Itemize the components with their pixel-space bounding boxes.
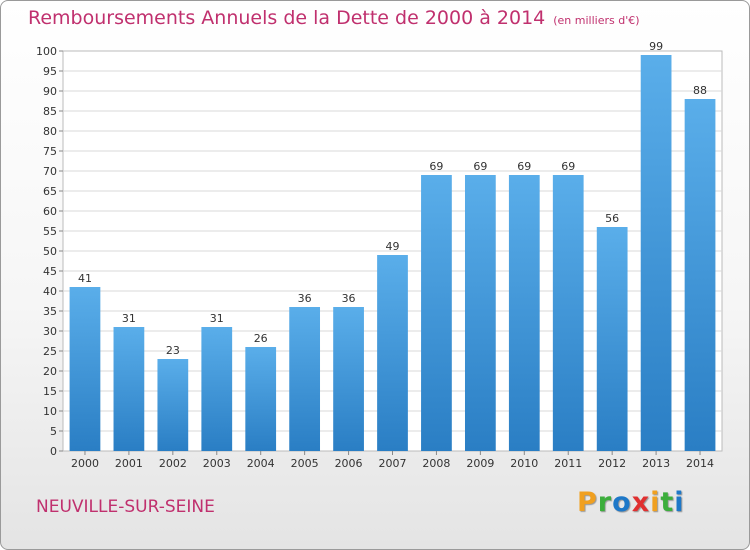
bar — [464, 175, 496, 451]
logo-letter: i — [650, 487, 661, 518]
y-tick-label: 25 — [43, 345, 57, 358]
bars — [69, 55, 716, 451]
data-label: 69 — [517, 160, 531, 173]
y-tick-label: 0 — [50, 445, 57, 458]
bar — [552, 175, 584, 451]
unit-label: (en milliers d'€) — [553, 14, 640, 27]
x-tick-label: 2006 — [335, 457, 363, 470]
y-tick-label: 85 — [43, 105, 57, 118]
data-labels: 41 31 23 31 26 36 36 49 69 69 69 69 56 99 88 — [78, 40, 707, 357]
y-tick-label: 30 — [43, 325, 57, 338]
logo-letter: P — [577, 487, 598, 518]
y-tick-label: 40 — [43, 285, 57, 298]
x-tick-label: 2010 — [510, 457, 538, 470]
x-tick-label: 2002 — [159, 457, 187, 470]
x-tick-label: 2007 — [379, 457, 407, 470]
data-label: 36 — [298, 292, 312, 305]
y-tick-label: 50 — [43, 245, 57, 258]
data-label: 49 — [386, 240, 400, 253]
bar — [421, 175, 452, 451]
data-label: 88 — [693, 84, 707, 97]
bar — [157, 359, 189, 451]
y-tick-label: 35 — [43, 305, 57, 318]
x-tick-label: 2000 — [71, 457, 99, 470]
bar — [684, 99, 716, 451]
data-label: 31 — [210, 312, 224, 325]
logo-letter: o — [612, 487, 632, 518]
bar — [377, 255, 408, 451]
data-label: 41 — [78, 272, 92, 285]
y-tick-label: 15 — [43, 385, 57, 398]
bar — [640, 55, 672, 451]
x-axis-ticks: 2000 2001 2002 2003 2004 2005 2006 2007 2008 2009… — [71, 451, 714, 470]
data-label: 69 — [473, 160, 487, 173]
data-label: 31 — [122, 312, 136, 325]
y-tick-label: 45 — [43, 265, 57, 278]
y-tick-label: 90 — [43, 85, 57, 98]
x-tick-label: 2011 — [554, 457, 582, 470]
logo-letter: t — [660, 487, 675, 518]
data-label: 99 — [649, 40, 663, 53]
data-label: 69 — [561, 160, 575, 173]
y-tick-label: 75 — [43, 145, 57, 158]
bar — [201, 327, 233, 451]
data-label: 26 — [254, 332, 268, 345]
data-label: 56 — [605, 212, 619, 225]
y-tick-label: 55 — [43, 225, 57, 238]
y-tick-label: 80 — [43, 125, 57, 138]
bar — [113, 327, 145, 451]
bar — [245, 347, 277, 451]
chart-title: Remboursements Annuels de la Dette de 20… — [28, 7, 640, 29]
logo-letter: x — [631, 487, 651, 518]
data-label: 23 — [166, 344, 180, 357]
x-tick-label: 2014 — [686, 457, 714, 470]
data-label: 36 — [342, 292, 356, 305]
y-tick-label: 70 — [43, 165, 57, 178]
logo-letter: i — [674, 487, 685, 518]
city-name: NEUVILLE-SUR-SEINE — [36, 497, 215, 517]
x-tick-label: 2008 — [422, 457, 450, 470]
logo-letter: r — [597, 487, 613, 518]
title-text: Remboursements Annuels de la Dette de 20… — [28, 7, 546, 29]
y-tick-label: 20 — [43, 365, 57, 378]
x-tick-label: 2012 — [598, 457, 626, 470]
y-tick-label: 65 — [43, 185, 57, 198]
y-tick-label: 10 — [43, 405, 57, 418]
y-axis-ticks: 0 5 10 15 20 25 30 35 40 45 50 55 60 65 70 75 80 85 90 95 10… — [36, 45, 63, 458]
x-tick-label: 2003 — [203, 457, 231, 470]
bar — [289, 307, 321, 451]
x-tick-label: 2005 — [291, 457, 319, 470]
data-label: 69 — [429, 160, 443, 173]
y-tick-label: 100 — [36, 45, 57, 58]
y-tick-label: 60 — [43, 205, 57, 218]
y-tick-label: 95 — [43, 65, 57, 78]
bar — [508, 175, 540, 451]
bar — [596, 227, 628, 451]
x-tick-label: 2004 — [247, 457, 275, 470]
x-tick-label: 2001 — [115, 457, 143, 470]
proxiti-logo: Proxiti — [577, 487, 685, 518]
bar — [333, 307, 364, 451]
x-tick-label: 2009 — [466, 457, 494, 470]
y-tick-label: 5 — [50, 425, 57, 438]
x-tick-label: 2013 — [642, 457, 670, 470]
bar — [69, 287, 101, 451]
